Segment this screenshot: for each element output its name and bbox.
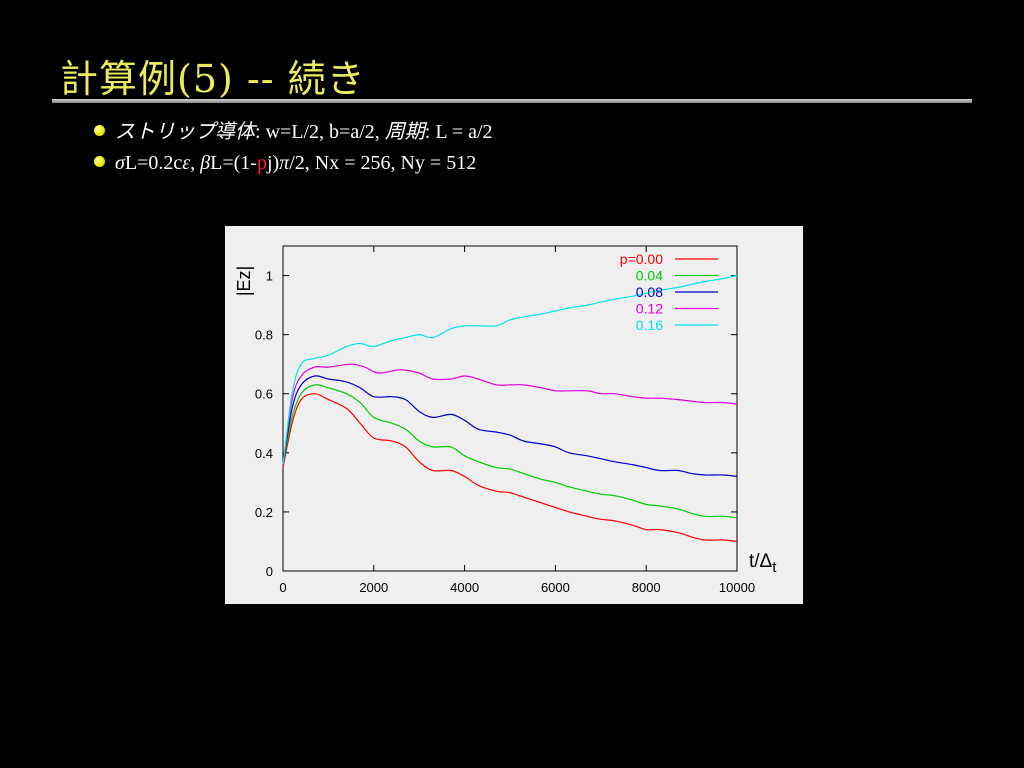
grid-size: /2, Nx = 256, Ny = 512 bbox=[289, 152, 477, 174]
series-line-4 bbox=[282, 274, 738, 465]
bullet-parameters: σL=0.2cε, βL=(1-pj)π/2, Nx = 256, Ny = 5… bbox=[94, 152, 476, 175]
x-tick-label: 6000 bbox=[541, 580, 570, 595]
sigma-symbol: σ bbox=[115, 152, 125, 174]
y-tick-label: 0.2 bbox=[255, 505, 273, 520]
beta-formula: L=(1- bbox=[210, 152, 257, 174]
legend-label: 0.16 bbox=[636, 317, 663, 333]
x-axis-label-subscript: t bbox=[772, 559, 777, 576]
series-line-1 bbox=[282, 384, 738, 519]
y-tick-label: 0.6 bbox=[255, 387, 273, 402]
legend-label: 0.08 bbox=[636, 284, 663, 300]
chart-panel: 0 2000 4000 6000 8000 10000 0 0.2 0.4 0.6 0.8 1 p=0… bbox=[225, 226, 803, 604]
p-parameter: p bbox=[256, 152, 267, 174]
series-line-3 bbox=[282, 363, 738, 465]
title-divider bbox=[52, 99, 972, 103]
period-value: L = a/2 bbox=[435, 121, 493, 143]
y-tick-label: 0.8 bbox=[255, 328, 273, 343]
x-axis-label-main: t/Δ bbox=[749, 551, 773, 572]
beta-formula-j: j) bbox=[266, 152, 280, 174]
strip-params: w=L/2, b=a/2, bbox=[265, 121, 385, 143]
x-tick-label: 8000 bbox=[632, 580, 661, 595]
bullet-strip-conductor: ストリップ導体: w=L/2, b=a/2, 周期: L = a/2 bbox=[94, 115, 493, 144]
legend-label: 0.12 bbox=[636, 301, 663, 317]
epsilon-symbol: ε bbox=[182, 152, 191, 174]
x-tick-label: 4000 bbox=[450, 580, 479, 595]
period-label: 周期 bbox=[384, 121, 425, 143]
legend: p=0.000.040.080.120.16 bbox=[620, 251, 718, 333]
y-axis-label: |Ez| bbox=[234, 266, 254, 296]
slide-title: 計算例(5) -- 続き bbox=[60, 57, 366, 101]
x-tick-label: 2000 bbox=[359, 580, 388, 595]
y-tick-label: 1 bbox=[266, 269, 273, 284]
plot-frame bbox=[282, 245, 738, 572]
comma: , bbox=[190, 152, 201, 174]
x-axis-label: t/Δt bbox=[749, 551, 777, 576]
axis-ticks: 0 2000 4000 6000 8000 10000 0 0.2 0.4 0.6 0.8 1 bbox=[255, 246, 755, 595]
y-tick-label: 0 bbox=[266, 564, 273, 579]
x-tick-label: 10000 bbox=[719, 580, 755, 595]
pi-symbol: π bbox=[279, 152, 290, 174]
y-tick-label: 0.4 bbox=[255, 446, 273, 461]
strip-conductor-label: ストリップ導体 bbox=[115, 121, 255, 143]
ez-chart: 0 2000 4000 6000 8000 10000 0 0.2 0.4 0.6 0.8 1 p=0… bbox=[234, 245, 777, 595]
legend-label: p=0.00 bbox=[620, 251, 663, 267]
sigma-formula: L=0.2c bbox=[124, 152, 183, 174]
series-lines bbox=[282, 274, 738, 543]
bullet-dot-icon bbox=[94, 156, 105, 167]
bullet-dot-icon bbox=[94, 125, 105, 136]
series-line-0 bbox=[282, 393, 738, 543]
colon: : bbox=[255, 121, 266, 143]
series-line-2 bbox=[282, 375, 738, 478]
colon: : bbox=[424, 121, 436, 143]
beta-symbol: β bbox=[200, 152, 211, 174]
x-tick-label: 0 bbox=[279, 580, 286, 595]
legend-label: 0.04 bbox=[636, 268, 663, 284]
